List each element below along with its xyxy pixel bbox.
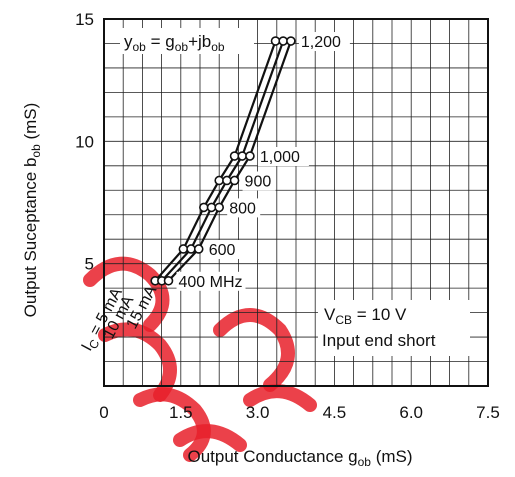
x-tick-label: 4.5 — [323, 403, 347, 422]
data-point — [206, 202, 217, 213]
data-point — [193, 244, 204, 254]
watermark-stroke — [243, 384, 317, 412]
condition-vcb: VCB = 10 V — [324, 305, 407, 327]
frequency-label-bg — [257, 147, 309, 167]
series-group — [150, 36, 296, 286]
frequency-label: 600 — [209, 242, 236, 259]
x-axis-title: Output Conductance gob (mS) — [187, 447, 412, 469]
watermark-stroke — [133, 387, 211, 462]
formula-label: yob = gob+jbob — [124, 32, 225, 54]
frequency-label: 1,200 — [301, 34, 341, 51]
watermark-stroke — [98, 322, 177, 402]
y-tick-label: 5 — [85, 255, 94, 274]
x-tick-label: 3.0 — [246, 403, 270, 422]
condition-input-end-short: Input end short — [322, 331, 436, 350]
watermark-stroke — [83, 256, 170, 332]
series-line — [161, 40, 285, 282]
x-tick-label: 0 — [99, 403, 108, 422]
data-point — [214, 175, 224, 186]
x-tick-label: 7.5 — [476, 403, 500, 422]
series-line — [154, 40, 277, 282]
data-point — [286, 36, 296, 46]
frequency-label-bg — [242, 171, 276, 191]
data-point — [245, 151, 255, 161]
frequency-label: 400 MHz — [179, 274, 243, 291]
formula-box — [120, 28, 254, 54]
y-axis-title: Output Suceptance bob (mS) — [21, 103, 43, 318]
x-axis-ticks: 0 1.5 3.0 4.5 6.0 7.5 — [99, 403, 500, 422]
y-tick-label: 10 — [75, 132, 94, 151]
watermark-stroke — [173, 424, 247, 452]
x-tick-label: 6.0 — [399, 403, 423, 422]
data-point — [186, 244, 196, 254]
data-point — [163, 275, 174, 286]
x-tick-label: 1.5 — [169, 403, 193, 422]
data-point — [222, 175, 232, 186]
y-axis-ticks: 5 10 15 — [75, 10, 94, 274]
data-point — [199, 202, 209, 213]
series-line — [167, 40, 292, 282]
watermark — [83, 256, 317, 462]
data-point — [278, 36, 289, 46]
frequency-label-bg — [227, 198, 261, 218]
frequency-label: 800 — [229, 200, 256, 217]
frequency-label-bg — [176, 271, 246, 291]
data-point — [237, 151, 248, 161]
watermark-stroke — [213, 308, 295, 392]
data-point — [229, 175, 240, 186]
data-point — [178, 244, 189, 254]
data-point — [270, 36, 281, 46]
frequency-label-bg — [206, 239, 240, 259]
data-point — [229, 151, 240, 161]
condition-box — [318, 300, 470, 356]
plot-frame — [103, 18, 489, 387]
frequency-label-bg — [298, 32, 350, 52]
y-tick-label: 15 — [75, 10, 94, 29]
frequency-label: 1,000 — [260, 149, 300, 166]
data-point — [214, 202, 224, 213]
frequency-label: 900 — [245, 173, 272, 190]
